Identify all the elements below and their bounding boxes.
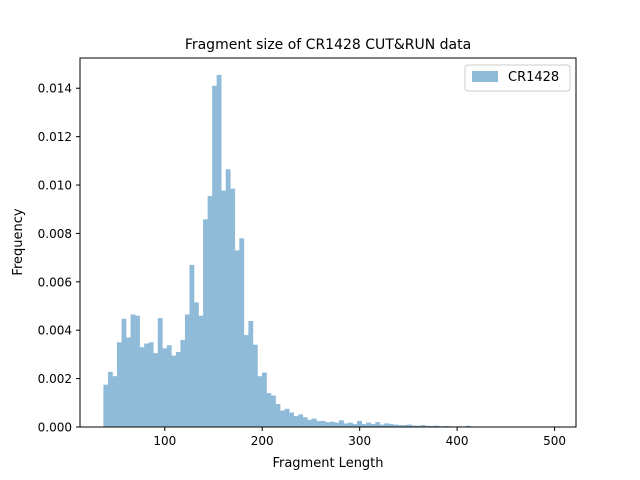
histogram-bar	[130, 314, 136, 427]
y-tick-label: 0.004	[38, 324, 72, 338]
histogram-bar	[388, 424, 394, 427]
histogram-bar	[166, 345, 172, 427]
histogram-bar	[234, 250, 240, 427]
histogram-bar	[162, 348, 168, 427]
chart-title: Fragment size of CR1428 CUT&RUN data	[185, 37, 471, 53]
y-tick-label: 0.002	[38, 372, 72, 386]
histogram-bar	[406, 424, 412, 427]
histogram-bar	[416, 425, 421, 427]
histogram-bar	[393, 424, 399, 427]
histogram-bar	[157, 318, 163, 427]
histogram-bar	[379, 424, 385, 427]
histogram-bar	[311, 418, 317, 427]
histogram-bar	[266, 393, 272, 427]
histogram-bar	[184, 314, 190, 427]
histogram-bar	[370, 424, 376, 427]
x-tick-label: 300	[348, 434, 371, 448]
histogram-bar	[112, 376, 118, 427]
histogram-bar	[230, 188, 236, 427]
y-tick-label: 0.012	[38, 130, 72, 144]
histogram-bar	[221, 190, 227, 427]
histogram-bar	[207, 195, 213, 427]
histogram-bar	[316, 420, 322, 427]
histogram-bar	[189, 264, 195, 427]
y-tick-label: 0.006	[38, 275, 72, 289]
histogram-bar	[126, 337, 131, 427]
histogram-bar	[366, 422, 372, 427]
histogram-bar	[198, 315, 204, 427]
histogram-bar	[252, 344, 258, 427]
histogram-bar	[402, 425, 408, 427]
histogram-bar	[298, 414, 304, 427]
x-axis-label: Fragment Length	[272, 456, 383, 471]
histogram-bar	[271, 395, 276, 427]
histogram-bar	[397, 425, 403, 427]
histogram-bars	[103, 74, 557, 428]
histogram-bar	[225, 169, 231, 428]
plot-frame	[79, 57, 577, 428]
histogram-bar	[375, 422, 381, 427]
histogram-bar	[307, 419, 313, 427]
histogram-bar	[121, 318, 127, 427]
histogram-bar	[243, 335, 249, 427]
histogram-bar	[216, 74, 222, 427]
histogram-bar	[194, 302, 199, 427]
histogram-bar	[343, 423, 349, 427]
histogram-bar	[361, 424, 367, 427]
legend-label: CR1428	[508, 70, 559, 85]
histogram-bar	[320, 420, 326, 427]
legend: CR1428	[464, 64, 571, 92]
histogram-bar	[334, 422, 340, 427]
histogram-bar	[289, 412, 294, 427]
histogram-bar	[171, 355, 177, 427]
histogram-bar	[357, 420, 362, 427]
histogram-bar	[302, 417, 308, 427]
histogram-bar	[257, 376, 263, 427]
y-tick-label: 0.000	[38, 421, 72, 435]
y-axis-ticks: 0.000 0.002 0.004 0.006 0.008 0.010 0.012 0.014	[38, 82, 80, 435]
histogram-bar	[153, 353, 159, 427]
x-tick-label: 400	[446, 434, 469, 448]
histogram-bar	[175, 351, 181, 427]
histogram-bar	[261, 372, 267, 427]
y-axis-label: Frequency	[11, 208, 26, 275]
histogram-bar	[339, 420, 344, 427]
histogram-bar	[239, 238, 245, 427]
histogram-bar	[329, 421, 335, 427]
histogram-bar	[384, 423, 390, 427]
histogram-bar	[280, 410, 285, 427]
histogram-bar	[116, 342, 122, 427]
histogram-bar	[180, 339, 186, 427]
y-tick-label: 0.010	[38, 179, 72, 193]
histogram-bar	[352, 424, 358, 427]
histogram-bar	[284, 408, 290, 427]
histogram-bar	[465, 425, 471, 427]
legend-swatch	[472, 71, 498, 82]
x-tick-label: 200	[251, 434, 274, 448]
histogram-bar	[425, 425, 430, 427]
histogram-bar	[103, 384, 109, 427]
x-tick-label: 100	[153, 434, 176, 448]
histogram-bar	[203, 219, 208, 427]
histogram-bar	[212, 85, 217, 427]
histogram-bar	[434, 425, 439, 427]
histogram-bar	[135, 315, 140, 427]
histogram-bar	[107, 371, 113, 427]
x-axis-ticks: 100 200 300 400 500	[153, 427, 566, 448]
histogram-bar	[325, 422, 331, 427]
y-tick-label: 0.014	[38, 82, 72, 96]
histogram-bar	[420, 425, 426, 427]
x-tick-label: 500	[543, 434, 566, 448]
histogram-bar	[411, 425, 417, 427]
y-tick-label: 0.008	[38, 227, 72, 241]
histogram-bar	[248, 321, 254, 427]
histogram-bar	[348, 422, 353, 427]
histogram-bar	[293, 416, 299, 427]
histogram-bar	[148, 342, 154, 427]
histogram-bar	[144, 343, 149, 427]
histogram-bar	[275, 404, 281, 427]
histogram-bar	[139, 347, 145, 427]
